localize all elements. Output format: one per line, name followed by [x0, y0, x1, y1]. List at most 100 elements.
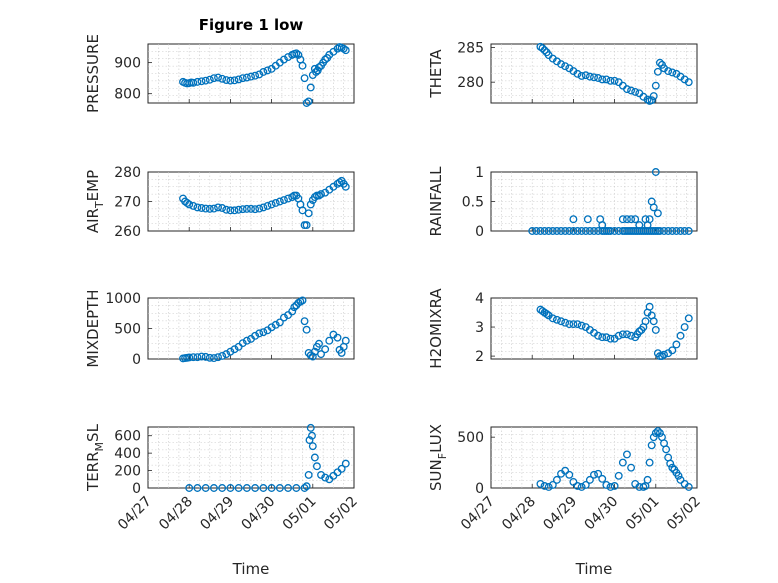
data-point — [672, 340, 681, 349]
y-tick-label: 500 — [457, 430, 484, 446]
data-point — [193, 203, 202, 212]
data-point — [569, 227, 578, 235]
y-tick-label: 900 — [114, 56, 141, 72]
data-point — [614, 471, 623, 480]
data-point — [209, 204, 218, 213]
data-point — [315, 191, 323, 200]
data-point — [557, 60, 565, 69]
x-tick-label: 05/02 — [321, 494, 361, 534]
data-point — [310, 453, 319, 462]
y-axis-label: MIXDEPTH — [84, 289, 102, 367]
data-point — [606, 227, 615, 235]
data-point — [304, 97, 313, 106]
data-point — [594, 74, 603, 82]
x-tick-label: 04/28 — [156, 494, 196, 534]
data-point — [321, 55, 330, 64]
data-point — [655, 227, 664, 235]
data-point — [594, 469, 603, 478]
data-point — [183, 199, 192, 207]
data-point — [259, 203, 268, 212]
data-point — [255, 204, 264, 213]
data-point — [651, 326, 660, 334]
data-point — [189, 78, 198, 87]
data-point — [666, 459, 675, 468]
data-point — [585, 475, 594, 484]
data-point — [201, 204, 210, 213]
data-point — [532, 227, 541, 235]
data-point — [230, 345, 239, 354]
subplot-8: 0 500 04/27 04/28 04/29 04/30 05/01 05/02 SUNFLU… — [427, 424, 704, 533]
data-point — [645, 458, 654, 467]
data-point — [315, 339, 323, 348]
data-point — [606, 76, 615, 85]
y-axis-label-subscript: T — [93, 201, 106, 209]
data-point — [312, 462, 321, 471]
data-point — [623, 450, 631, 459]
data-point — [577, 227, 586, 235]
x-tick-label: 05/01 — [280, 494, 320, 534]
data-point — [205, 75, 214, 84]
data-point — [292, 484, 301, 492]
data-point — [271, 320, 280, 329]
data-point — [325, 336, 334, 345]
data-point — [267, 484, 276, 492]
data-point — [271, 199, 280, 207]
data-point — [590, 73, 598, 82]
data-point — [573, 482, 582, 490]
data-point — [668, 346, 677, 355]
data-point — [247, 204, 255, 213]
data-point — [668, 227, 677, 235]
data-point — [308, 431, 316, 440]
data-point — [189, 201, 198, 210]
data-point — [565, 470, 574, 479]
data-point — [197, 77, 206, 86]
y-axis-label-rest: LUX — [427, 424, 445, 453]
data-point — [251, 484, 260, 492]
data-point — [275, 197, 284, 206]
data-point — [226, 347, 235, 356]
data-point — [259, 328, 268, 337]
data-point — [185, 484, 194, 492]
data-point — [540, 227, 549, 235]
data-point — [263, 66, 272, 75]
data-point — [189, 353, 198, 362]
y-tick-label: 0 — [475, 481, 484, 497]
data-point — [658, 352, 666, 361]
data-point — [655, 429, 664, 438]
data-point — [238, 205, 247, 214]
y-tick-label: 1 — [475, 165, 484, 181]
data-point — [218, 484, 227, 492]
data-point — [573, 227, 582, 235]
data-point — [255, 70, 264, 79]
data-point — [214, 203, 222, 212]
data-point — [557, 317, 565, 326]
data-point — [222, 350, 231, 359]
data-point — [251, 331, 260, 340]
data-point — [557, 227, 565, 235]
data-point — [645, 215, 654, 224]
y-tick-label: 285 — [457, 40, 484, 56]
x-tick-label: 04/29 — [197, 494, 237, 534]
data-point — [583, 215, 592, 224]
figure-title: Figure 1 low — [199, 16, 304, 34]
data-point — [317, 190, 325, 199]
data-point — [251, 205, 260, 214]
data-point — [680, 323, 689, 331]
data-point — [684, 78, 693, 87]
data-point — [569, 477, 578, 486]
data-point — [222, 205, 231, 214]
subplot-3: 260 270 280 AIRTEMP — [84, 165, 355, 240]
y-axis-label: THETA — [427, 49, 445, 99]
data-point — [305, 436, 314, 445]
data-point — [226, 76, 235, 85]
data-point — [302, 325, 311, 334]
data-point — [300, 74, 309, 83]
data-point — [536, 227, 545, 235]
data-point — [649, 433, 658, 442]
data-point — [569, 215, 578, 224]
data-point — [218, 74, 227, 83]
data-point — [585, 72, 594, 81]
data-point — [684, 227, 693, 235]
data-point — [218, 204, 227, 212]
y-axis-label-subscript: M — [93, 442, 106, 452]
